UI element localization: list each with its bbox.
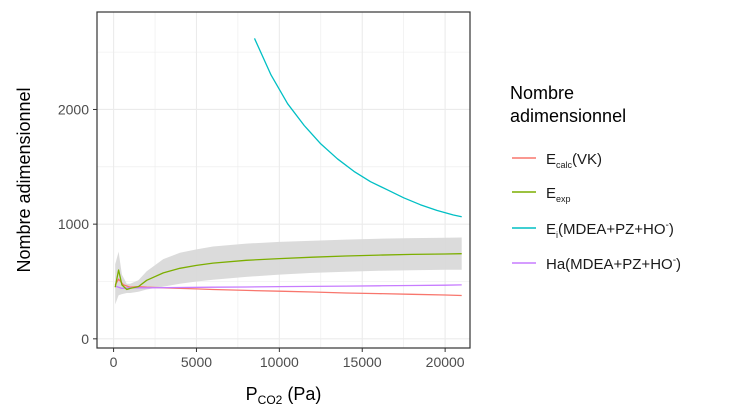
y-tick-label: 2000 <box>58 101 89 117</box>
E_calc-series-line <box>114 278 462 297</box>
E_exp-series-line <box>114 253 462 291</box>
x-tick-label: 20000 <box>426 354 465 370</box>
grid-layer <box>97 12 470 348</box>
ribbon-layer <box>115 237 462 305</box>
x-tick-label: 0 <box>110 354 118 370</box>
y-axis-title: Nombre adimensionnel <box>14 87 34 272</box>
x-tick-label: 10000 <box>260 354 299 370</box>
y-tick-label: 0 <box>81 331 89 347</box>
legend-label-E_i: Ei(MDEA+PZ+HO-) <box>546 220 674 240</box>
legend: Nombre adimensionnel Ecalc(VK) Eexp Ei(MDEA+… <box>510 83 681 273</box>
E_exp-confidence-ribbon <box>115 237 462 305</box>
E_i-series-line <box>253 38 462 218</box>
y-tick-label: 1000 <box>58 216 89 232</box>
legend-label-Ha: Ha(MDEA+PZ+HO-) <box>546 255 681 273</box>
legend-title: Nombre adimensionnel <box>510 83 626 126</box>
x-axis-title: PCO2 (Pa) <box>246 384 322 407</box>
label-layer: PCO2 (Pa) Nombre adimensionnel <box>14 87 321 407</box>
axis-layer: 0 5000 10000 15000 20000 0 1000 2000 <box>58 101 465 370</box>
x-tick-label: 5000 <box>181 354 212 370</box>
legend-label-E_calc: Ecalc(VK) <box>546 151 602 170</box>
x-tick-label: 15000 <box>343 354 382 370</box>
series-layer <box>114 38 462 297</box>
legend-label-E_exp: Eexp <box>546 185 571 204</box>
panel-border <box>96 11 471 349</box>
